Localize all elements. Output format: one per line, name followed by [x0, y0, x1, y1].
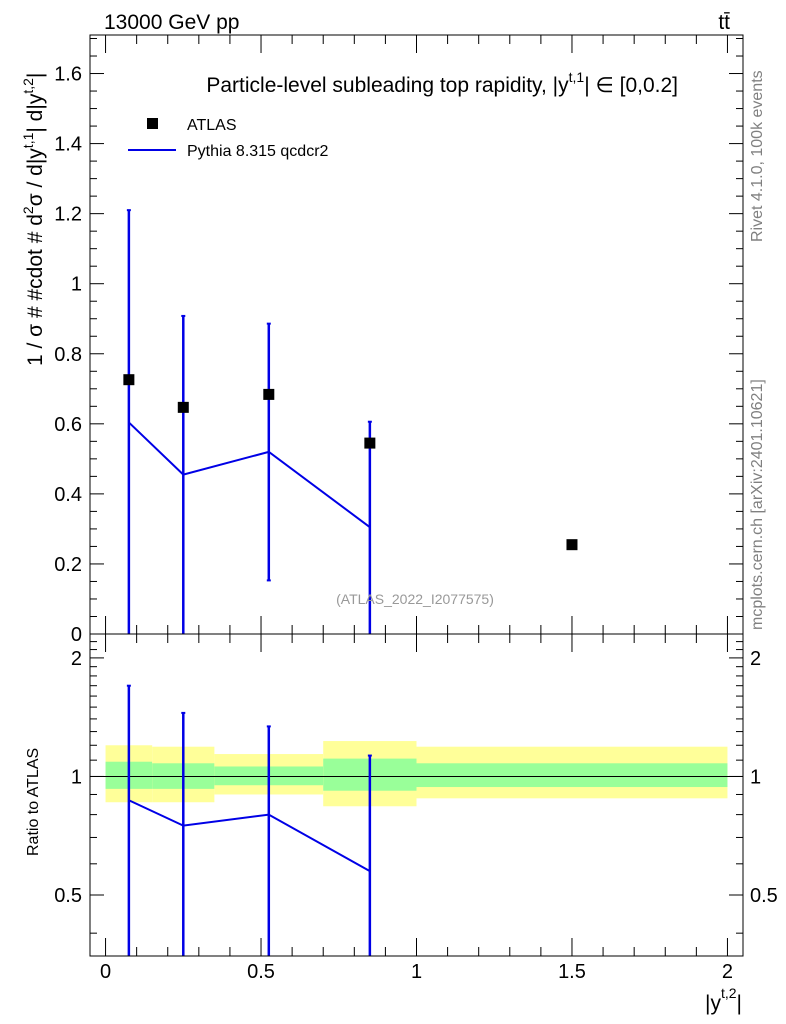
legend-marker-atlas	[147, 118, 158, 129]
ratio-y-tick-label-right: 0.5	[750, 885, 778, 907]
legend-label-atlas: ATLAS	[187, 117, 237, 134]
data-marker-3	[364, 437, 376, 449]
data-marker-0	[123, 374, 135, 386]
ratio-y-tick-label-right: 1	[750, 766, 761, 788]
main-y-tick-label: 0.4	[54, 484, 82, 506]
mc-line	[128, 421, 371, 528]
data-marker-1	[177, 401, 189, 413]
legend: ATLAS Pythia 8.315 qcdcr2	[128, 117, 329, 160]
mcplots-label: mcplots.cern.ch [arXiv:2401.10621]	[749, 379, 766, 630]
main-y-tick-label: 0.2	[54, 554, 82, 576]
x-axis-label: |yt,2|	[705, 985, 742, 1015]
main-y-tick-label: 1	[71, 274, 82, 296]
main-y-tick-label: 1.6	[54, 64, 82, 86]
data-marker-4	[566, 539, 578, 551]
x-tick-label: 0.5	[247, 961, 275, 983]
ratio-panel: 0.5 0.5 1 1 2 2 0 0.5 1 1.5 2	[54, 633, 778, 983]
process-label: tt̄	[718, 11, 730, 34]
analysis-watermark: (ATLAS_2022_I2077575)	[336, 591, 494, 607]
ratio-y-tick-label-left: 2	[71, 648, 82, 670]
ratio-band-inner-4	[416, 763, 728, 788]
main-y-tick-label: 0.6	[54, 414, 82, 436]
energy-label: 13000 GeV pp	[104, 11, 239, 34]
main-y-tick-label: 0.8	[54, 344, 82, 366]
ratio-line	[128, 799, 371, 872]
x-tick-label: 0	[100, 961, 111, 983]
legend-label-pythia: Pythia 8.315 qcdcr2	[187, 143, 329, 160]
x-tick-label: 1.5	[558, 961, 586, 983]
main-y-tick-label: 1.2	[54, 204, 82, 226]
ratio-y-tick-label-left: 0.5	[54, 885, 82, 907]
rivet-label: Rivet 4.1.0, 100k events	[749, 70, 766, 242]
main-y-axis-label: 1 / σ # #cdot # d2σ / d|yt,1| d|yt,2|	[20, 73, 47, 366]
data-marker-2	[263, 388, 275, 400]
x-tick-label: 1	[411, 961, 422, 983]
chart-title: Particle-level subleading top rapidity, …	[206, 69, 678, 97]
ratio-y-tick-label-left: 1	[71, 766, 82, 788]
main-y-tick-label: 0	[71, 624, 82, 646]
main-y-tick-label: 1.4	[54, 134, 82, 156]
x-tick-label: 2	[722, 961, 733, 983]
ratio-y-tick-label-right: 2	[750, 648, 761, 670]
ratio-y-axis-label: Ratio to ATLAS	[25, 748, 42, 856]
